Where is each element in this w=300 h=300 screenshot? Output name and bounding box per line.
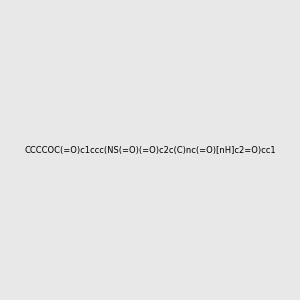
Text: CCCCOC(=O)c1ccc(NS(=O)(=O)c2c(C)nc(=O)[nH]c2=O)cc1: CCCCOC(=O)c1ccc(NS(=O)(=O)c2c(C)nc(=O)[n… [24, 146, 276, 154]
